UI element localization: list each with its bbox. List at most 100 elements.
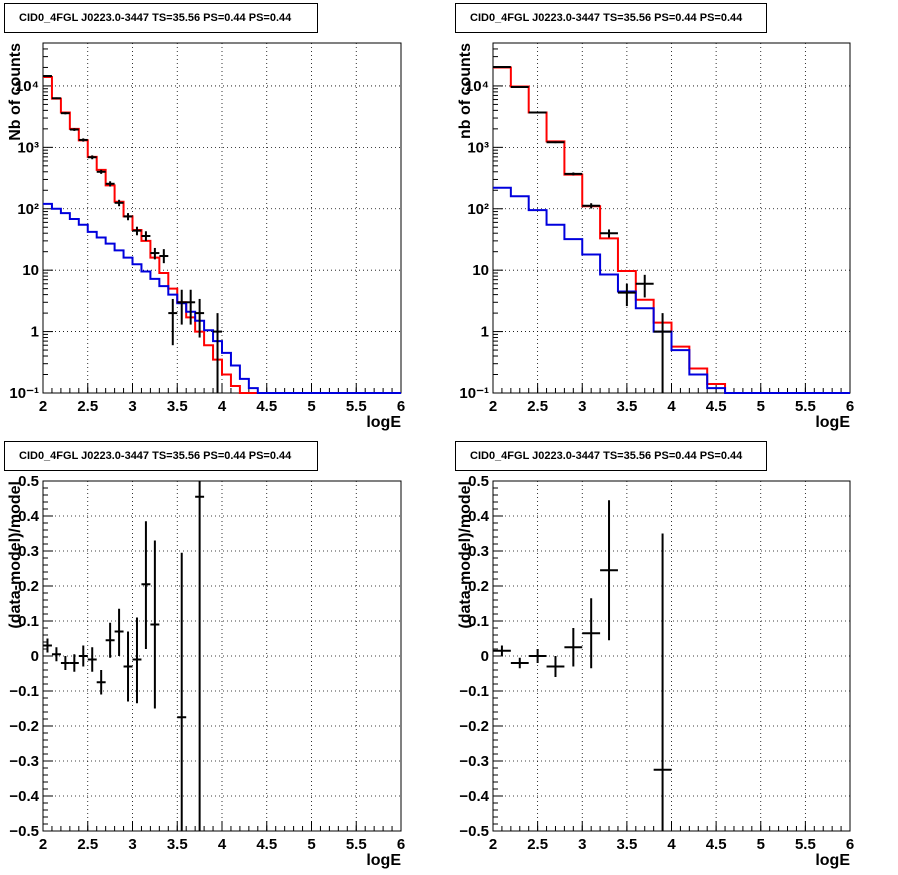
p1-y-tick-label: 1 (31, 324, 39, 341)
p3-data-point (43, 638, 52, 653)
p2-x-tick-label: 3 (578, 398, 586, 415)
p2-data-point (564, 172, 583, 176)
p1-data-point (168, 298, 178, 346)
p3-x-tick-label: 4.5 (256, 836, 277, 853)
p1-data-point (69, 128, 79, 131)
p2-y-tick-label: 1 (481, 324, 489, 341)
p1-data-point (96, 169, 106, 174)
p4-y-tick-label: 0.4 (468, 508, 490, 525)
p1-data-point (123, 213, 133, 221)
p1-data-point (186, 289, 196, 325)
p3-data-point (150, 540, 160, 709)
p3-data-point (78, 645, 88, 667)
p2-data-point (528, 111, 547, 114)
p1-y-tick-label: 10⁴ (15, 78, 39, 95)
p1-x-tick-label: 6 (397, 398, 405, 415)
p1-y-axis-label: Nb of counts (7, 43, 24, 141)
p3-x-tick-label: 3 (128, 836, 136, 853)
p2-y-axis-label: nb of counts (457, 43, 474, 139)
p4-y-tick-label: −0.5 (459, 823, 489, 840)
p3-y-tick-label: 0.5 (18, 473, 39, 490)
p2-x-tick-label: 5 (757, 398, 765, 415)
p4-x-tick-label: 3.5 (616, 836, 637, 853)
p1-data-point (105, 181, 115, 187)
p3-y-tick-label: 0.4 (18, 508, 40, 525)
panel-title-top-left: CID0_4FGL J0223.0-3447 TS=35.56 PS=0.44 … (4, 3, 318, 33)
p2-x-axis-label: logE (815, 414, 850, 431)
p4-x-tick-label: 2.5 (527, 836, 548, 853)
p3-x-axis-label: logE (366, 852, 401, 869)
p4-data-point (564, 628, 583, 667)
p4-y-tick-label: 0.3 (468, 543, 489, 560)
p4-x-axis-label: logE (815, 852, 850, 869)
p1-data-point (78, 138, 88, 142)
p2-y-tick-label: 10³ (467, 139, 489, 156)
p4-x-tick-label: 6 (846, 836, 854, 853)
p2-x-tick-label: 3.5 (616, 398, 637, 415)
p1-data-point (177, 289, 187, 325)
p3-y-tick-label: 0 (31, 648, 39, 665)
p2-x-tick-label: 4 (667, 398, 676, 415)
p3-x-tick-label: 3.5 (167, 836, 188, 853)
p3-x-tick-label: 6 (397, 836, 405, 853)
p3-y-tick-label: −0.1 (9, 683, 39, 700)
p3-y-tick-label: −0.5 (9, 823, 39, 840)
p4-data-point (653, 533, 672, 831)
p2-y-tick-label: 10⁻¹ (459, 385, 489, 402)
p1-y-tick-label: 10⁻¹ (9, 385, 39, 402)
p4-panel: 2 2.5 3 3.5 4 4.5 5 5.5 6 −0.5 −0.4 −0.3 −0.2 −0.1 0 0.… (457, 473, 854, 869)
p1-y-tick-label: 10³ (17, 139, 39, 156)
panel-title-top-right: CID0_4FGL J0223.0-3447 TS=35.56 PS=0.44 … (455, 3, 767, 33)
p1-data-point (132, 226, 142, 236)
p1-data-point (150, 247, 160, 260)
p2-y-tick-label: 10² (467, 201, 489, 218)
p1-x-tick-label: 2 (39, 398, 47, 415)
p1-data-point (213, 313, 222, 393)
p4-y-tick-label: −0.4 (459, 788, 489, 805)
panel-title-bottom-left: CID0_4FGL J0223.0-3447 TS=35.56 PS=0.44 … (4, 441, 318, 471)
p2-data-point (493, 66, 511, 69)
p3-data-point (60, 656, 70, 670)
p3-y-tick-label: 0.2 (18, 578, 39, 595)
p4-y-tick-label: 0.1 (468, 613, 489, 630)
p1-x-tick-label: 4 (218, 398, 227, 415)
p4-x-tick-label: 3 (578, 836, 586, 853)
p3-y-axis-label: (data-model)/model (7, 481, 24, 629)
p3-panel: 2 2.5 3 3.5 4 4.5 5 5.5 6 −0.5 −0.4 −0.3 −0.2 −0.1 0 0.… (7, 473, 405, 869)
p4-data-point (493, 645, 511, 656)
panel-title-bottom-right: CID0_4FGL J0223.0-3447 TS=35.56 PS=0.44 … (455, 441, 767, 471)
p3-y-tick-label: −0.2 (9, 718, 39, 735)
p3-data-point (195, 481, 205, 831)
p2-panel: 2 2.5 3 3.5 4 4.5 5 5.5 6 10⁻¹ 1 10 10² 10³ 10⁴ logE nb … (457, 42, 854, 431)
p2-x-tick-label: 5.5 (795, 398, 816, 415)
p4-data-point (528, 649, 547, 663)
p1-data-point (51, 97, 61, 100)
p3-data-point (177, 552, 187, 831)
p3-data-point (96, 670, 106, 695)
p2-x-tick-label: 6 (846, 398, 854, 415)
p3-x-tick-label: 5 (307, 836, 315, 853)
p4-y-tick-label: 0 (481, 648, 489, 665)
p3-data-point (87, 647, 97, 672)
p4-x-tick-label: 2 (489, 836, 497, 853)
p1-data-point (43, 75, 52, 78)
p1-data-point (60, 112, 70, 115)
p3-data-point (51, 647, 61, 662)
p4-x-tick-label: 5 (757, 836, 765, 853)
p1-data-point (159, 249, 169, 264)
p4-data-point (510, 657, 529, 669)
p3-y-tick-label: −0.4 (9, 788, 39, 805)
p3-y-tick-label: 0.3 (18, 543, 39, 560)
p1-y-tick-label: 10² (17, 201, 39, 218)
p1-y-tick-label: 10 (22, 262, 39, 279)
p3-data-point (132, 617, 142, 704)
p2-data-point (653, 313, 672, 393)
p3-y-tick-label: 0.1 (18, 613, 39, 630)
p1-x-tick-label: 3 (128, 398, 136, 415)
p2-data-point (582, 203, 601, 209)
p4-y-axis-label: (data-model)/model (457, 481, 474, 629)
p4-x-tick-label: 4.5 (706, 836, 727, 853)
p2-x-tick-label: 2.5 (527, 398, 548, 415)
p1-model-background-histogram (43, 202, 401, 394)
p1-x-tick-label: 4.5 (256, 398, 277, 415)
